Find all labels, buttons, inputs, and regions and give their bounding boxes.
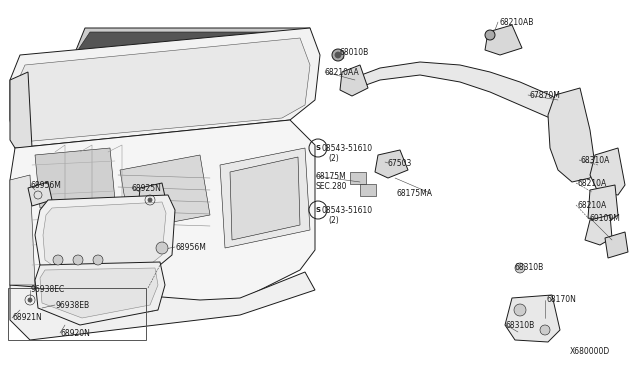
Polygon shape	[10, 272, 315, 340]
Polygon shape	[485, 25, 522, 55]
Polygon shape	[585, 215, 612, 245]
Text: 96938EB: 96938EB	[55, 301, 89, 310]
Text: 68956M: 68956M	[175, 243, 206, 251]
Text: 68010B: 68010B	[340, 48, 369, 57]
Polygon shape	[138, 183, 168, 215]
Text: (2): (2)	[328, 215, 339, 224]
Text: 67503: 67503	[388, 158, 412, 167]
Polygon shape	[588, 185, 618, 222]
Polygon shape	[350, 172, 366, 184]
Circle shape	[156, 242, 168, 254]
Polygon shape	[35, 262, 165, 325]
Polygon shape	[72, 28, 310, 62]
Text: 68920N: 68920N	[60, 328, 90, 337]
Circle shape	[335, 52, 341, 58]
Text: X680000D: X680000D	[570, 347, 611, 356]
Text: 08543-51610: 08543-51610	[322, 144, 373, 153]
Text: 08543-51610: 08543-51610	[322, 205, 373, 215]
Polygon shape	[548, 88, 595, 182]
Polygon shape	[78, 32, 300, 50]
Polygon shape	[16, 38, 310, 142]
Polygon shape	[35, 195, 175, 278]
Polygon shape	[505, 295, 560, 342]
Text: 68210AA: 68210AA	[325, 67, 360, 77]
Polygon shape	[10, 120, 315, 310]
Polygon shape	[605, 232, 628, 258]
Text: 68170N: 68170N	[547, 295, 577, 305]
Text: SEC.280: SEC.280	[316, 182, 348, 190]
Polygon shape	[220, 148, 310, 248]
Circle shape	[93, 255, 103, 265]
Circle shape	[73, 255, 83, 265]
Circle shape	[148, 198, 152, 202]
Circle shape	[53, 255, 63, 265]
Text: 68175MA: 68175MA	[397, 189, 433, 198]
Polygon shape	[340, 65, 368, 96]
Text: 67870M: 67870M	[530, 90, 561, 99]
Text: 68210AB: 68210AB	[500, 17, 534, 26]
Circle shape	[540, 325, 550, 335]
Circle shape	[514, 304, 526, 316]
Text: 68210A: 68210A	[578, 179, 607, 187]
Text: 68921N: 68921N	[12, 314, 42, 323]
Text: 68310B: 68310B	[515, 263, 544, 272]
Polygon shape	[40, 268, 158, 318]
Circle shape	[332, 49, 344, 61]
Circle shape	[485, 30, 495, 40]
Polygon shape	[35, 148, 115, 208]
Text: 69109M: 69109M	[590, 214, 621, 222]
Polygon shape	[120, 155, 210, 230]
Circle shape	[28, 298, 32, 302]
Circle shape	[515, 263, 525, 273]
Bar	[8, 288, 146, 340]
Text: 68310B: 68310B	[506, 321, 535, 330]
Polygon shape	[10, 175, 35, 285]
Polygon shape	[10, 72, 32, 148]
Text: 68210A: 68210A	[578, 201, 607, 209]
Polygon shape	[10, 28, 320, 148]
Text: 68925N: 68925N	[132, 183, 162, 192]
Text: 68310A: 68310A	[581, 155, 611, 164]
Polygon shape	[28, 182, 52, 206]
Text: 68956M: 68956M	[30, 180, 61, 189]
Polygon shape	[230, 157, 300, 240]
Polygon shape	[375, 150, 408, 178]
Text: S: S	[316, 207, 321, 213]
Text: 96938EC: 96938EC	[30, 285, 64, 295]
Polygon shape	[43, 202, 166, 272]
Polygon shape	[342, 62, 580, 130]
Text: (2): (2)	[328, 154, 339, 163]
Text: 68175M: 68175M	[316, 171, 347, 180]
Polygon shape	[360, 184, 376, 196]
Polygon shape	[590, 148, 625, 195]
Text: S: S	[316, 145, 321, 151]
